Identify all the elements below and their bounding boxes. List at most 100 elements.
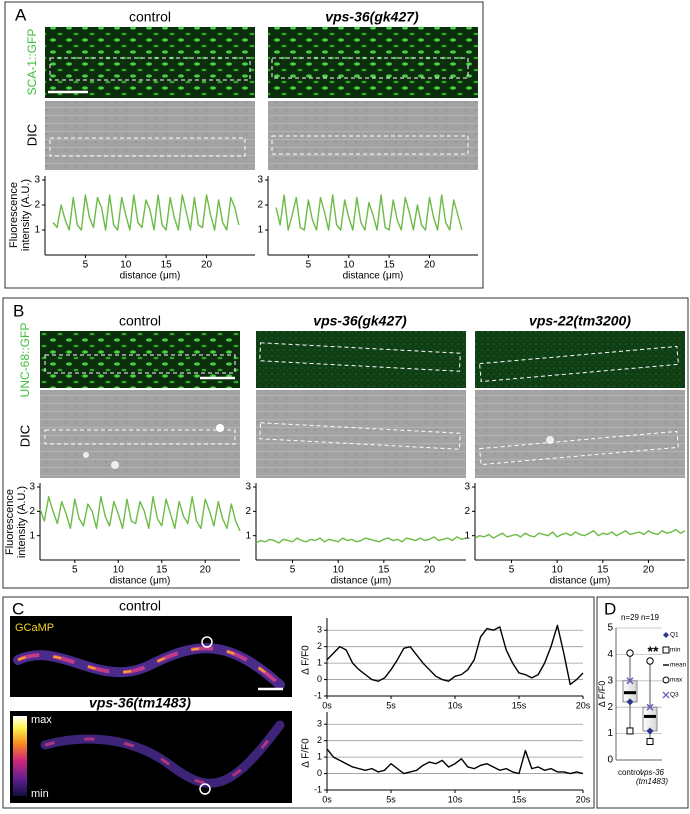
micrograph (256, 390, 466, 478)
image-title: control (119, 598, 161, 614)
legend-label: min (670, 647, 681, 654)
y-tick-label: 1 (29, 530, 35, 541)
x-tick-label: 10s (448, 700, 463, 710)
micrograph (475, 390, 685, 478)
y-tick-label: 4 (607, 649, 613, 660)
image-title: vps-36(tm1483) (89, 695, 191, 711)
y-tick-label: 3 (317, 719, 322, 729)
panel-label: A (15, 5, 27, 24)
roi-box (259, 422, 461, 450)
roi-box (271, 57, 469, 79)
x-tick-label: control (618, 768, 642, 777)
x-axis-label: distance (μm) (110, 576, 171, 587)
micrograph (45, 27, 255, 98)
x-tick-label: 15 (597, 565, 609, 576)
legend-label: mean (670, 662, 687, 669)
roi-circle (201, 636, 213, 648)
y-axis-label: Fluorescence intensity (A.U.) (7, 178, 32, 252)
x-tick-label: 5 (72, 565, 78, 576)
colorbar-label: min (31, 788, 49, 800)
y-tick-label: 1 (317, 751, 322, 761)
x-axis-label: distance (μm) (343, 271, 404, 282)
y-tick-label: 1 (464, 530, 470, 541)
roi-box (49, 57, 251, 81)
y-tick-label: 1 (317, 657, 322, 667)
y-tick-label: 3 (607, 675, 613, 686)
row-label: DIC (17, 425, 32, 447)
x-tick-label: 5 (290, 565, 296, 576)
q1-marker (646, 727, 654, 735)
y-tick-label: 2 (317, 735, 322, 745)
image-label: GCaMP (15, 622, 54, 634)
x-tick-label: 10 (333, 565, 345, 576)
y-tick-label: 3 (257, 175, 263, 186)
x-tick-label: 15 (378, 565, 390, 576)
data-line (39, 496, 241, 532)
y-tick-label: 3 (34, 175, 40, 186)
micrograph (45, 101, 255, 170)
y-axis-label: Δ F/F0 (300, 645, 312, 675)
y-tick-label: 3 (317, 625, 322, 635)
x-axis-label: distance (μm) (331, 576, 392, 587)
roi-box (479, 345, 679, 383)
panel-frame (2, 596, 595, 809)
x-tick-label: 15 (161, 260, 173, 271)
q3-marker (626, 677, 634, 685)
significance: ** (648, 643, 659, 659)
max-marker (626, 649, 634, 657)
y-tick-label: 2 (464, 506, 470, 517)
data-line (255, 536, 467, 544)
mean-marker (624, 691, 636, 695)
data-line (275, 194, 463, 231)
y-tick-label: 3 (245, 482, 251, 493)
y-tick-label: 1 (607, 728, 613, 739)
column-title: vps-36(gk427) (325, 9, 419, 25)
y-tick-label: 2 (245, 506, 251, 517)
micrograph (268, 27, 478, 98)
x-axis-label: distance (μm) (550, 576, 611, 587)
x-tick-label: 10 (343, 260, 355, 271)
x-tick-label: 10 (552, 565, 564, 576)
row-label: SCA-1::GFP (25, 29, 39, 96)
y-tick-label: 0 (317, 674, 322, 684)
box (642, 706, 658, 732)
y-tick-label: 1 (257, 225, 263, 236)
panel-frame (596, 596, 689, 809)
colorbar (13, 716, 27, 796)
roi-box (49, 137, 246, 157)
x-tick-label: 20s (576, 700, 591, 710)
y-tick-label: 2 (34, 200, 40, 211)
x-tick-label: 10s (448, 794, 463, 804)
roi-box (271, 135, 469, 155)
y-tick-label: 0 (607, 755, 613, 766)
x-tick-label: 5s (386, 794, 396, 804)
micrograph (256, 331, 466, 388)
roi-box (479, 430, 679, 466)
min-marker (646, 738, 654, 746)
column-title: control (129, 9, 171, 25)
y-tick-label: 3 (464, 482, 470, 493)
legend-symbol (663, 632, 669, 638)
micrograph (40, 390, 240, 478)
legend-symbol (662, 676, 670, 684)
x-tick-label: 5 (306, 260, 312, 271)
mean-marker (644, 714, 656, 718)
micrograph (475, 331, 685, 388)
legend-symbol (663, 664, 669, 666)
max-marker (646, 657, 654, 665)
x-axis-label: distance (μm) (120, 271, 181, 282)
y-axis-label: Fluorescence intensity (A.U.) (3, 485, 28, 559)
y-tick-label: -1 (314, 690, 322, 700)
colorbar-label: max (31, 714, 52, 726)
y-tick-label: -1 (314, 784, 322, 794)
data-line (52, 194, 240, 231)
data-line (326, 624, 584, 686)
q3-marker (646, 703, 654, 711)
cell-spot (111, 461, 119, 469)
x-tick-label: 15 (156, 565, 168, 576)
x-tick-label: 15s (512, 794, 527, 804)
y-tick-label: 1 (245, 530, 251, 541)
n-label: n=29 (621, 613, 640, 622)
x-tick-label: 20 (424, 260, 436, 271)
